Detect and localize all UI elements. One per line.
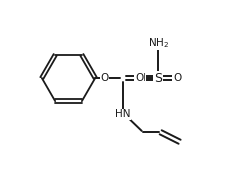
Text: O: O [101, 73, 109, 83]
Text: NH$_2$: NH$_2$ [147, 36, 169, 50]
Text: N: N [138, 73, 146, 83]
Text: O: O [135, 73, 143, 83]
Text: O: O [173, 73, 181, 83]
Text: S: S [154, 72, 162, 85]
Text: HN: HN [115, 109, 130, 119]
